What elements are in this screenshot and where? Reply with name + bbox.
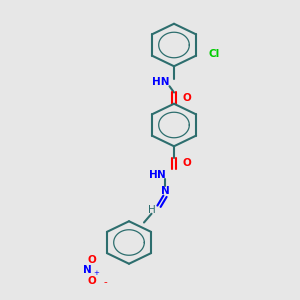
Text: N: N <box>158 170 166 180</box>
Text: O: O <box>182 158 191 168</box>
Text: O: O <box>182 93 191 103</box>
Text: +: + <box>93 270 99 276</box>
Text: O: O <box>87 255 96 265</box>
Text: O: O <box>87 276 96 286</box>
Text: HN: HN <box>152 77 169 87</box>
Text: H: H <box>148 205 155 215</box>
Text: H: H <box>149 170 158 180</box>
Text: -: - <box>103 277 107 287</box>
Text: N: N <box>160 186 169 196</box>
Text: Cl: Cl <box>208 49 220 59</box>
Text: N: N <box>83 265 92 275</box>
